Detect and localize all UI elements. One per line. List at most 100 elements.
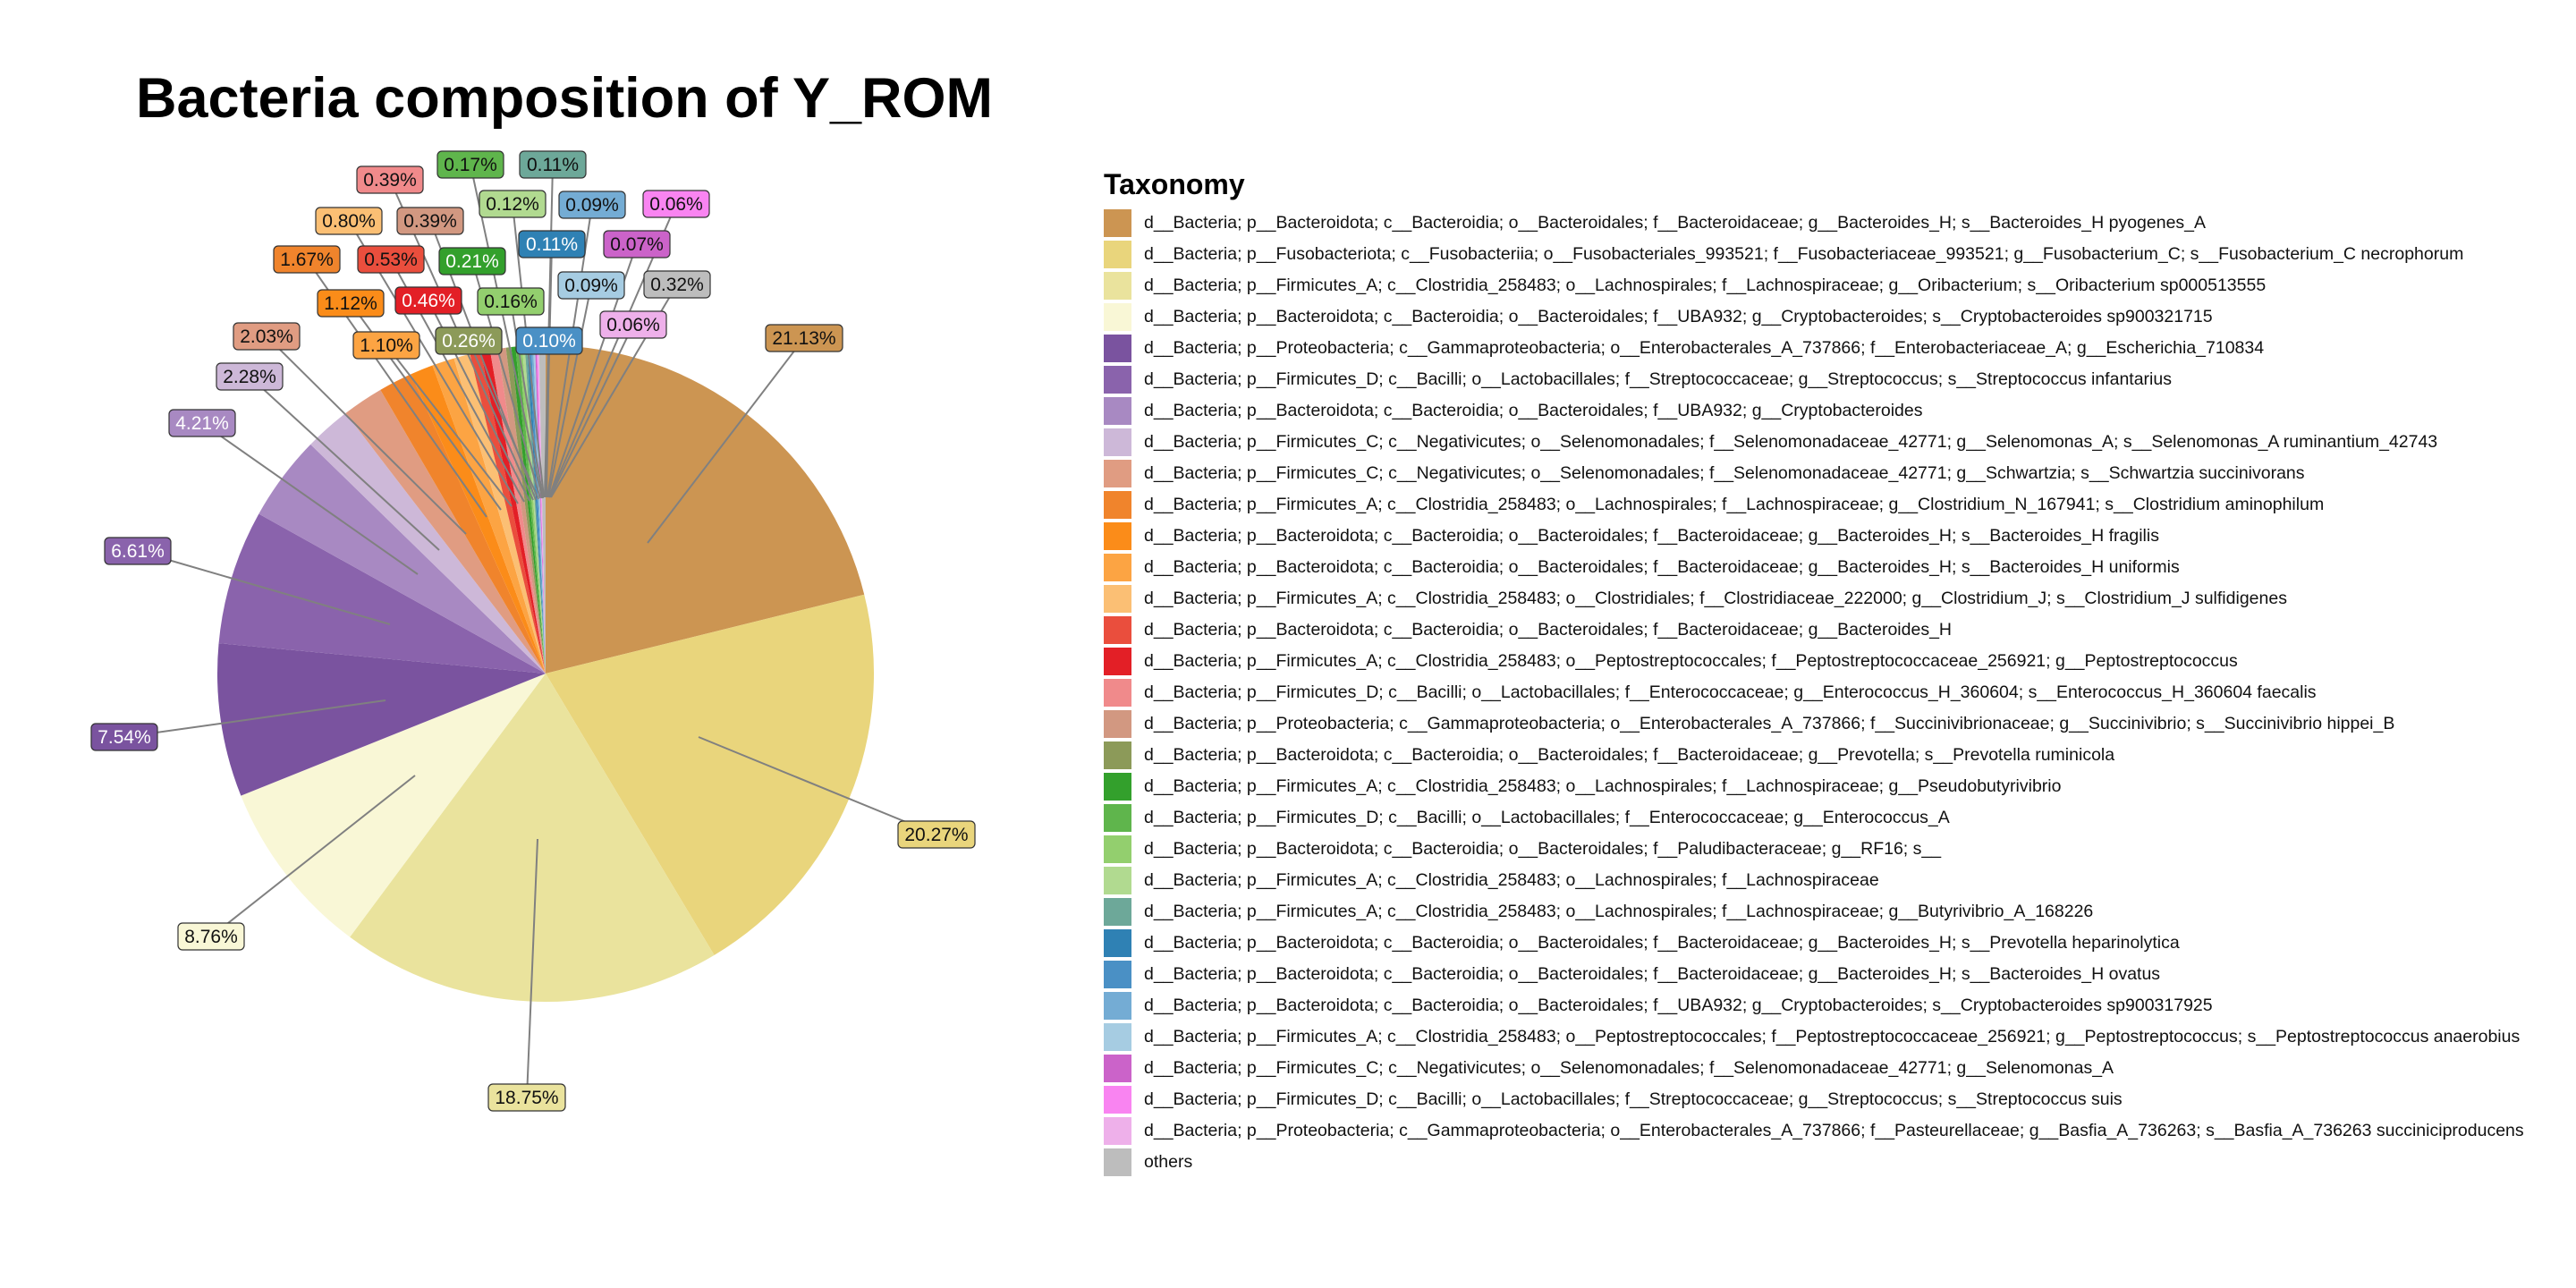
legend-label: d__Bacteria; p__Firmicutes_A; c__Clostri… [1144, 902, 2094, 921]
legend-label: d__Bacteria; p__Bacteroidota; c__Bactero… [1144, 996, 2213, 1015]
pie-slice [380, 374, 546, 674]
percentage-label-text: 0.11% [526, 234, 578, 255]
legend-swatch [1104, 898, 1131, 926]
chart-title: Bacteria composition of Y_ROM [136, 67, 994, 130]
percentage-label-box [519, 150, 587, 179]
legend-swatch [1104, 616, 1131, 644]
leader-line [468, 340, 539, 500]
legend-entry: d__Bacteria; p__Firmicutes_A; c__Clostri… [1104, 583, 2524, 614]
percentage-label-text: 0.46% [402, 291, 455, 311]
pie-slice [258, 444, 546, 674]
percentage-label-text: 0.26% [442, 331, 496, 352]
percentage-label-box [394, 286, 462, 315]
pie-slice [350, 674, 715, 1002]
percentage-label: 8.76% [177, 922, 245, 951]
percentage-label: 0.80% [315, 207, 383, 235]
legend-entry: d__Bacteria; p__Firmicutes_A; c__Clostri… [1104, 646, 2524, 677]
percentage-label: 1.12% [317, 289, 385, 318]
percentage-label-text: 0.07% [610, 234, 664, 255]
legend-label: d__Bacteria; p__Firmicutes_A; c__Clostri… [1144, 651, 2238, 671]
legend-entry: d__Bacteria; p__Firmicutes_C; c__Negativ… [1104, 427, 2524, 458]
legend-swatch [1104, 272, 1131, 300]
pie-slice [489, 348, 546, 674]
percentage-label-box [558, 191, 626, 219]
legend-entry: d__Bacteria; p__Bacteroidota; c__Bactero… [1104, 301, 2524, 333]
pie-slice [529, 345, 546, 674]
legend-entry: d__Bacteria; p__Bacteroidota; c__Bactero… [1104, 834, 2524, 865]
percentage-label: 0.12% [479, 190, 547, 218]
percentage-label-box [216, 362, 284, 391]
legend-swatch [1104, 961, 1131, 988]
percentage-label: 0.39% [356, 165, 424, 194]
leader-line [547, 284, 592, 498]
legend-swatch [1104, 741, 1131, 769]
pie-slice [536, 345, 546, 674]
pie-slice [531, 345, 546, 674]
percentage-label-text: 0.06% [606, 315, 660, 335]
legend-label: d__Bacteria; p__Proteobacteria; c__Gamma… [1144, 714, 2395, 733]
legend-swatch [1104, 773, 1131, 801]
percentage-label: 0.11% [518, 230, 586, 258]
legend-entry: d__Bacteria; p__Firmicutes_D; c__Bacilli… [1104, 1084, 2524, 1115]
pie-slice [546, 594, 875, 955]
percentage-label-box [177, 922, 245, 951]
legend-entry: d__Bacteria; p__Firmicutes_A; c__Clostri… [1104, 270, 2524, 301]
legend-entry: d__Bacteria; p__Firmicutes_A; c__Clostri… [1104, 489, 2524, 521]
percentage-label: 0.06% [599, 310, 667, 339]
percentage-label: 0.09% [558, 191, 626, 219]
pie-slice [480, 350, 546, 674]
percentage-label-box [603, 230, 671, 258]
percentage-label-text: 1.67% [280, 250, 334, 270]
percentage-label-text: 18.75% [495, 1088, 558, 1108]
legend-entry: d__Bacteria; p__Firmicutes_A; c__Clostri… [1104, 896, 2524, 928]
pie-slice [521, 345, 546, 674]
percentage-label: 2.03% [233, 322, 301, 351]
legend-label: d__Bacteria; p__Fusobacteriota; c__Fusob… [1144, 244, 2464, 264]
legend-label: d__Bacteria; p__Firmicutes_A; c__Clostri… [1144, 870, 1879, 890]
leader-line [549, 324, 634, 498]
pie-slice [538, 345, 546, 674]
legend-entry: d__Bacteria; p__Firmicutes_C; c__Negativ… [1104, 1053, 2524, 1084]
legend-swatch [1104, 804, 1131, 832]
leader-line [386, 344, 513, 507]
percentage-label-text: 0.06% [649, 194, 703, 215]
percentage-label-text: 6.61% [111, 541, 165, 562]
percentage-label-text: 21.13% [772, 328, 835, 349]
percentage-label: 0.17% [436, 150, 504, 179]
percentage-label-text: 8.76% [184, 927, 238, 947]
leader-line [470, 164, 543, 499]
legend-entry: d__Bacteria; p__Firmicutes_A; c__Clostri… [1104, 865, 2524, 896]
legend-swatch [1104, 1117, 1131, 1145]
legend-swatch [1104, 397, 1131, 425]
percentage-label-text: 0.11% [527, 155, 579, 175]
legend-entry: d__Bacteria; p__Firmicutes_D; c__Bacilli… [1104, 677, 2524, 708]
percentage-label-box [515, 326, 583, 355]
percentage-label: 0.07% [603, 230, 671, 258]
legend-entry: d__Bacteria; p__Firmicutes_D; c__Bacilli… [1104, 802, 2524, 834]
legend-swatch [1104, 929, 1131, 957]
percentage-label-box [90, 723, 158, 751]
percentage-label-text: 0.12% [486, 194, 539, 215]
pie-slice [432, 358, 546, 674]
legend-entry: d__Bacteria; p__Bacteroidota; c__Bactero… [1104, 990, 2524, 1021]
legend-label: d__Bacteria; p__Bacteroidota; c__Bactero… [1144, 307, 2213, 326]
percentage-label-text: 0.09% [564, 275, 618, 296]
pie-slice [519, 345, 546, 674]
legend-label: d__Bacteria; p__Bacteroidota; c__Bactero… [1144, 557, 2180, 577]
pie-slice [505, 347, 546, 674]
legend-swatch [1104, 585, 1131, 613]
legend-label: d__Bacteria; p__Bacteroidota; c__Bactero… [1144, 620, 1953, 640]
legend-label: d__Bacteria; p__Firmicutes_A; c__Clostri… [1144, 776, 2062, 796]
legend-entries: d__Bacteria; p__Bacteroidota; c__Bactero… [1104, 208, 2524, 1178]
legend-label: d__Bacteria; p__Proteobacteria; c__Gamma… [1144, 1121, 2524, 1140]
legend: Taxonomy d__Bacteria; p__Bacteroidota; c… [1104, 168, 2524, 1178]
percentage-label-box [557, 271, 625, 300]
legend-label: d__Bacteria; p__Bacteroidota; c__Bactero… [1144, 401, 1923, 420]
legend-swatch [1104, 1086, 1131, 1114]
legend-swatch [1104, 679, 1131, 707]
percentage-label-box [435, 326, 503, 355]
pie-slice [535, 345, 546, 674]
percentage-label-box [317, 289, 385, 318]
pie-slice [241, 674, 546, 937]
percentage-label-text: 0.21% [445, 251, 499, 272]
